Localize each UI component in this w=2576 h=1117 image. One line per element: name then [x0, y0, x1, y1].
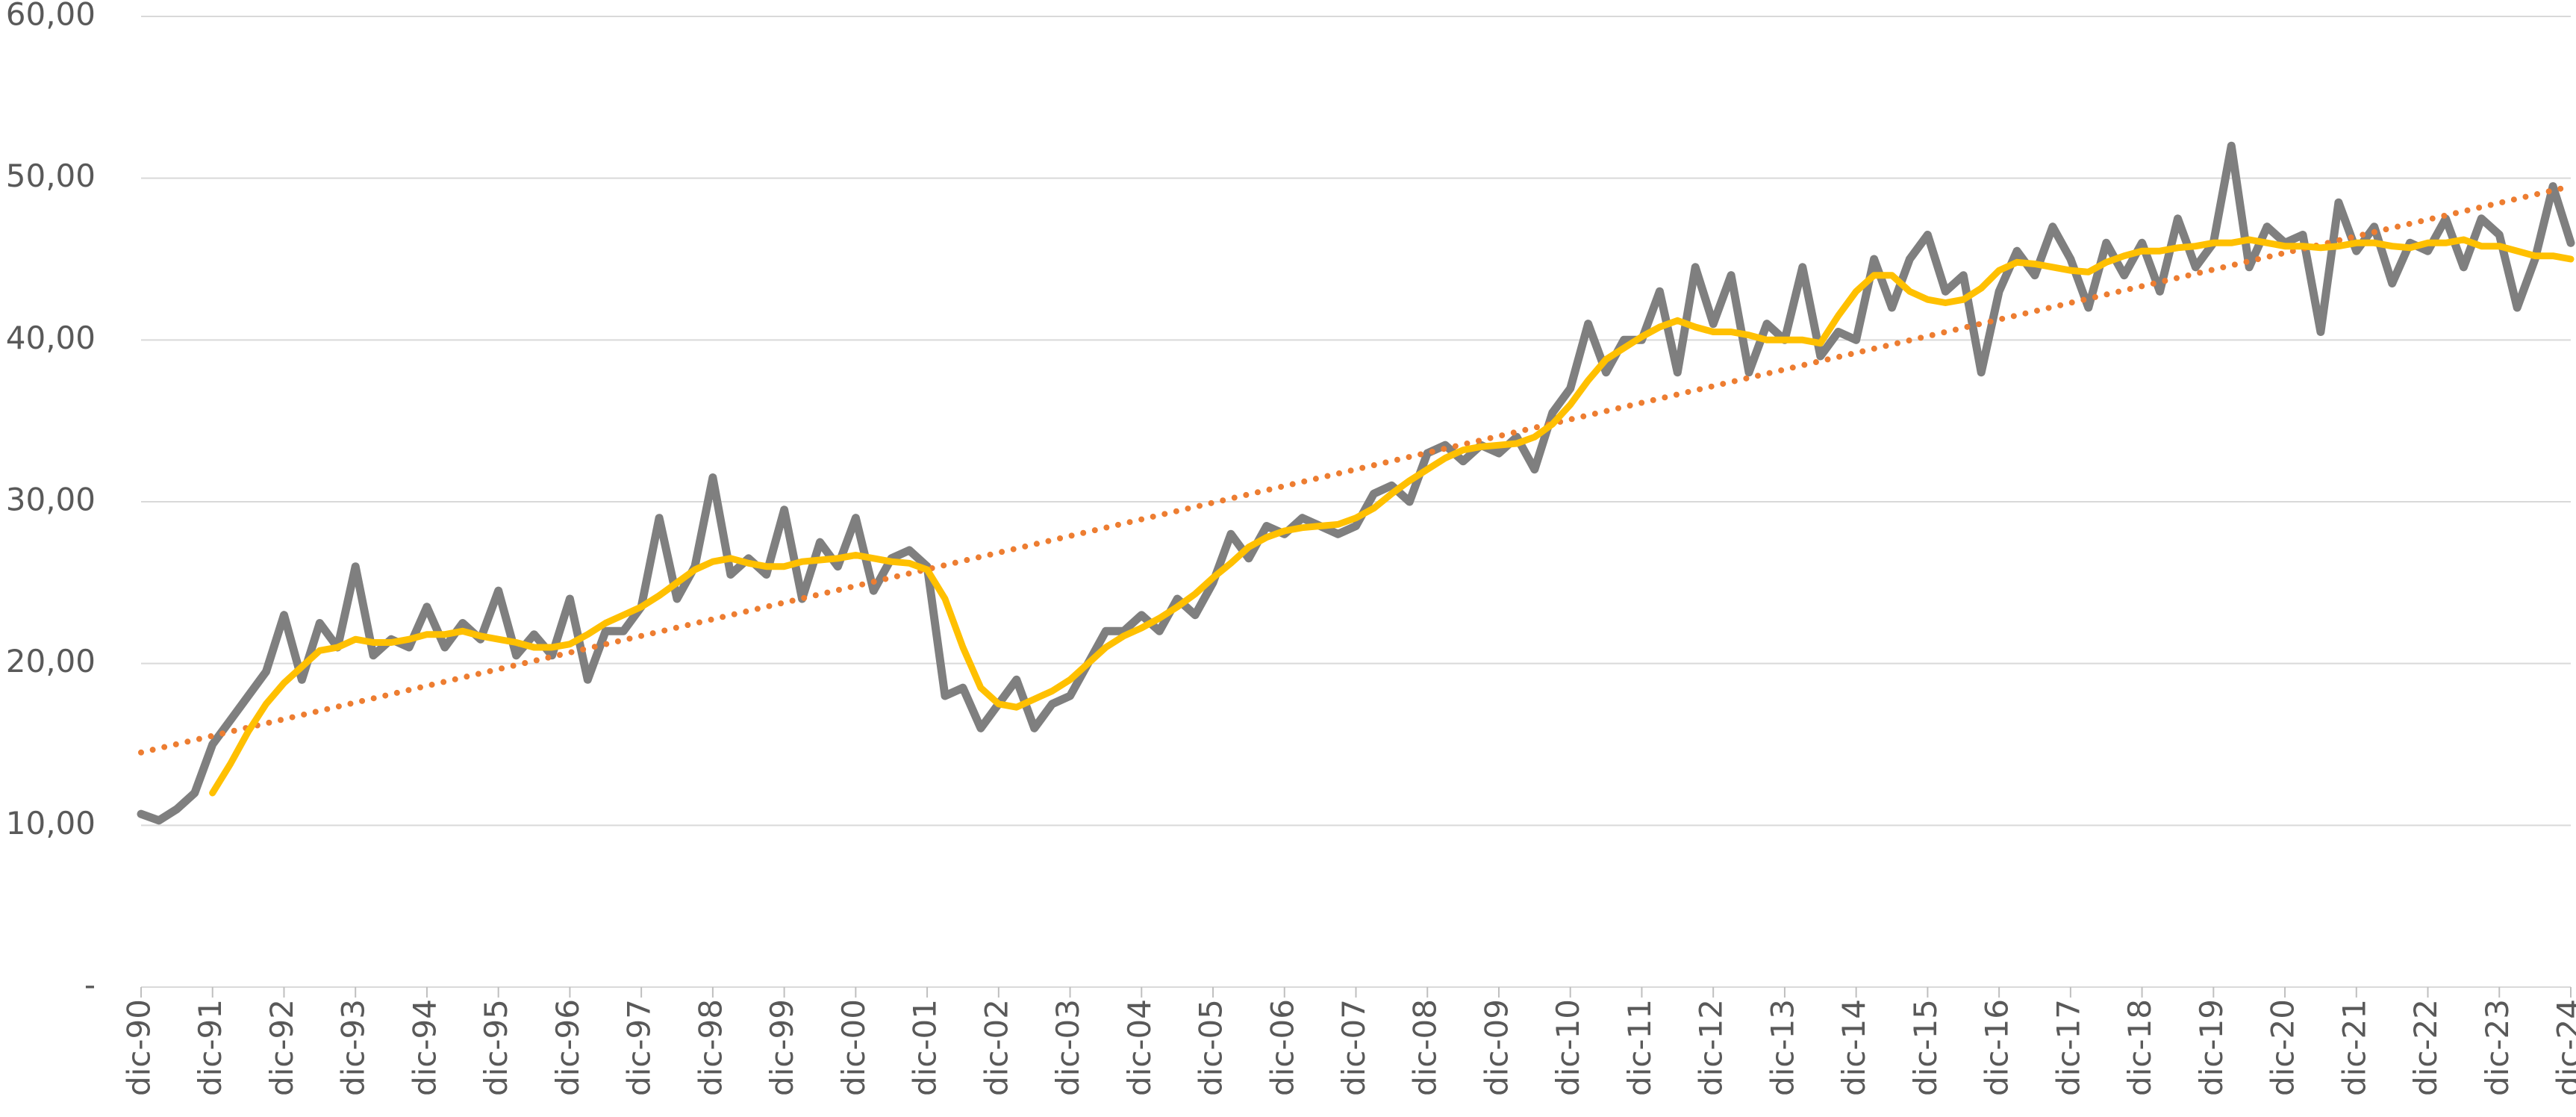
x-tick-label: dic-01	[907, 999, 944, 1096]
y-tick-label: -	[84, 967, 96, 1004]
x-tick-label: dic-22	[2407, 999, 2444, 1096]
y-tick-label: 60,00	[6, 0, 96, 33]
x-tick-label: dic-17	[2050, 999, 2086, 1096]
y-tick-label: 40,00	[6, 320, 96, 356]
x-tick-label: dic-05	[1193, 999, 1229, 1096]
x-tick-label: dic-20	[2265, 999, 2301, 1096]
x-tick-label: dic-21	[2336, 999, 2372, 1096]
x-tick-label: dic-18	[2121, 999, 2158, 1096]
x-tick-label: dic-98	[692, 999, 729, 1096]
x-tick-label: dic-10	[1550, 999, 1586, 1096]
x-tick-label: dic-09	[1478, 999, 1515, 1096]
x-tick-label: dic-07	[1335, 999, 1372, 1096]
x-tick-label: dic-92	[263, 999, 300, 1096]
x-tick-label: dic-90	[121, 999, 158, 1096]
x-tick-label: dic-02	[978, 999, 1014, 1096]
x-tick-label: dic-08	[1407, 999, 1444, 1096]
x-tick-label: dic-24	[2551, 999, 2576, 1096]
x-tick-label: dic-16	[1979, 999, 2015, 1096]
x-tick-label: dic-14	[1836, 999, 1872, 1096]
x-tick-label: dic-03	[1050, 999, 1086, 1096]
x-tick-label: dic-94	[406, 999, 443, 1096]
x-tick-label: dic-04	[1121, 999, 1158, 1096]
x-tick-label: dic-93	[335, 999, 372, 1096]
y-tick-label: 10,00	[6, 805, 96, 841]
series-line	[138, 183, 2574, 756]
series-line	[209, 236, 2575, 797]
y-tick-label: 20,00	[6, 643, 96, 679]
x-tick-label: dic-13	[1764, 999, 1800, 1096]
x-tick-label: dic-91	[192, 999, 228, 1096]
x-tick-label: dic-99	[764, 999, 800, 1096]
x-tick-label: dic-00	[835, 999, 872, 1096]
x-tick-label: dic-06	[1264, 999, 1300, 1096]
x-tick-label: dic-97	[621, 999, 658, 1096]
y-tick-label: 30,00	[6, 482, 96, 518]
y-tick-label: 50,00	[6, 158, 96, 194]
x-tick-label: dic-96	[549, 999, 586, 1096]
x-tick-label: dic-15	[1907, 999, 1944, 1096]
x-tick-label: dic-95	[478, 999, 514, 1096]
x-tick-label: dic-12	[1693, 999, 1730, 1096]
x-tick-label: dic-11	[1621, 999, 1658, 1096]
x-tick-label: dic-23	[2479, 999, 2516, 1096]
x-tick-label: dic-19	[2193, 999, 2230, 1096]
